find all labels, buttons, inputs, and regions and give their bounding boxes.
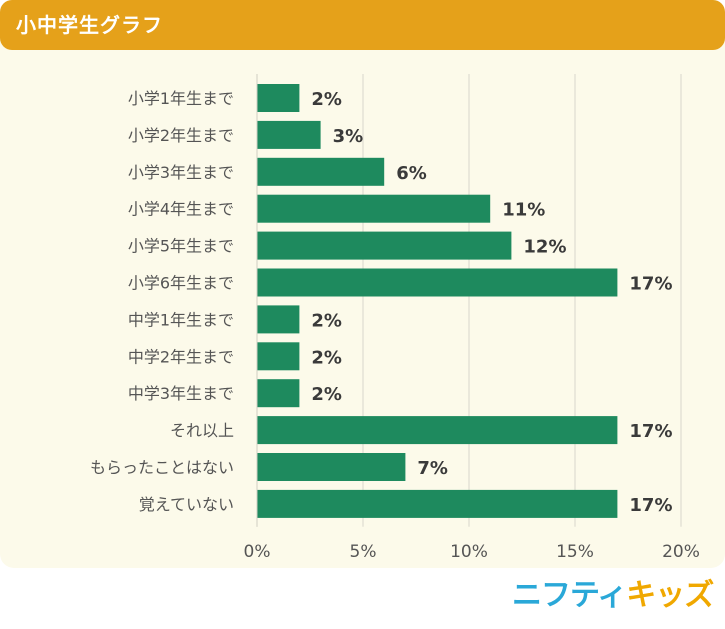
header-bar: 小中学生グラフ [0, 0, 725, 50]
logo-text-nifty: ニフティ [512, 578, 627, 613]
category-label: 小学5年生まで [128, 237, 234, 256]
bar [257, 416, 618, 445]
category-label: 中学3年生まで [128, 384, 234, 403]
bar [257, 268, 618, 297]
bar [257, 84, 300, 112]
bar [257, 342, 300, 371]
brand-logo: ニフティキッズ [512, 574, 714, 618]
x-tick-label: 0% [244, 542, 271, 562]
category-label: 小学2年生まで [128, 126, 234, 145]
data-label: 2% [311, 384, 342, 405]
bar [257, 305, 300, 334]
bar-chart: 0% 5% 10% 15% 20% 小学1年生まで 2% 小学2年生まで 3% 小学3年生まで 6%… [90, 74, 700, 562]
x-tick-label: 15% [556, 542, 594, 562]
category-label: 覚えていない [139, 495, 234, 514]
data-label: 11% [502, 200, 545, 221]
data-label: 2% [311, 89, 342, 110]
data-label: 17% [629, 495, 672, 516]
category-label: 小学1年生まで [128, 89, 234, 108]
bar [257, 120, 321, 149]
data-label: 17% [629, 274, 672, 295]
category-label: もらったことはない [90, 458, 234, 477]
category-label: 中学2年生まで [128, 347, 234, 366]
data-label: 2% [311, 347, 342, 368]
bar [257, 489, 618, 518]
data-label: 17% [629, 421, 672, 442]
category-label: 小学6年生まで [128, 274, 234, 293]
x-tick-label: 5% [350, 542, 377, 562]
data-label: 2% [311, 310, 342, 331]
data-label: 6% [396, 163, 427, 184]
bar [257, 453, 406, 481]
x-tick-label: 10% [450, 542, 488, 562]
category-label: それ以上 [170, 421, 234, 440]
bar [257, 157, 385, 186]
category-label: 小学4年生まで [128, 200, 234, 219]
bar [257, 231, 512, 260]
bar [257, 194, 491, 223]
data-label: 12% [523, 237, 566, 258]
data-label: 7% [417, 458, 448, 479]
bar [257, 379, 300, 408]
logo-text-kids: キッズ [626, 578, 714, 613]
category-label: 中学1年生まで [128, 310, 234, 329]
x-tick-label: 20% [662, 542, 700, 562]
page-title: 小中学生グラフ [16, 13, 163, 37]
category-label: 小学3年生まで [128, 163, 234, 182]
data-label: 3% [333, 126, 364, 147]
